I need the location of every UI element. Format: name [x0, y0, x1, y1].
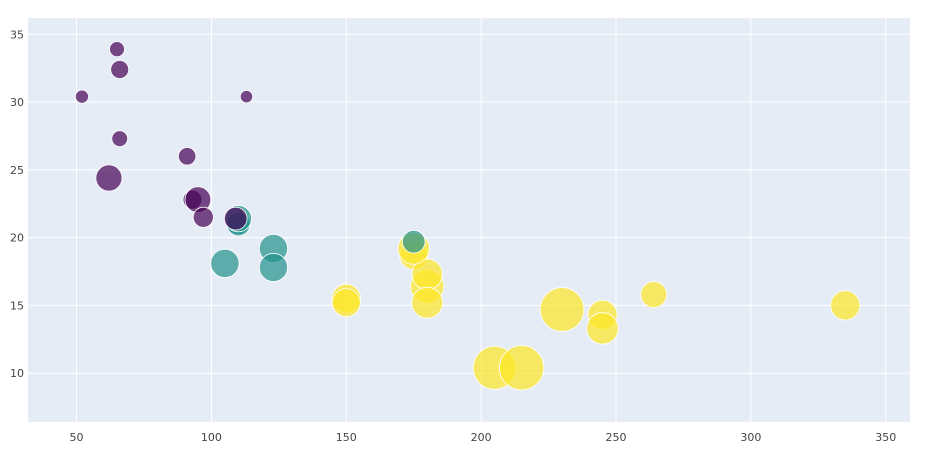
y-tick-label: 25	[10, 164, 24, 177]
data-point[interactable]	[411, 286, 444, 319]
data-point[interactable]	[223, 206, 248, 231]
y-tick-label: 10	[10, 367, 24, 380]
grid	[28, 18, 910, 422]
x-tick-label: 150	[336, 431, 357, 444]
data-point[interactable]	[498, 345, 545, 391]
data-point[interactable]	[111, 130, 129, 147]
data-point[interactable]	[110, 60, 130, 79]
points	[74, 41, 861, 391]
x-tick-label: 50	[70, 431, 84, 444]
data-point[interactable]	[74, 89, 89, 104]
plot-background	[28, 18, 910, 422]
data-point[interactable]	[109, 41, 125, 58]
data-point[interactable]	[192, 206, 214, 228]
data-point[interactable]	[640, 281, 668, 308]
data-point[interactable]	[210, 248, 240, 278]
y-tick-label: 30	[10, 96, 24, 109]
y-axis-ticks: 10 15 20 25 30 35	[10, 28, 24, 380]
y-tick-label: 35	[10, 28, 24, 41]
data-point[interactable]	[258, 252, 288, 282]
y-tick-label: 20	[10, 232, 24, 245]
data-point[interactable]	[401, 229, 426, 254]
data-point[interactable]	[586, 312, 619, 345]
data-point[interactable]	[239, 90, 254, 104]
data-point[interactable]	[830, 290, 861, 321]
data-point[interactable]	[539, 287, 585, 332]
data-point[interactable]	[95, 164, 123, 192]
x-tick-label: 200	[471, 431, 492, 444]
x-tick-label: 100	[201, 431, 222, 444]
data-point[interactable]	[331, 288, 361, 318]
x-tick-label: 250	[606, 431, 627, 444]
x-tick-label: 300	[740, 431, 761, 444]
x-tick-label: 350	[875, 431, 896, 444]
data-point[interactable]	[177, 147, 197, 166]
x-axis-ticks: 50 100 150 200 250 300 350	[70, 431, 897, 444]
y-tick-label: 15	[10, 299, 24, 312]
